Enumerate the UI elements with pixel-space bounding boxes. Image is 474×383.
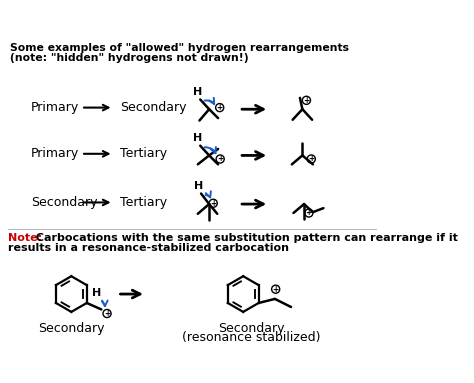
Text: H: H bbox=[92, 288, 101, 298]
Text: (note: "hidden" hydrogens not drawn!): (note: "hidden" hydrogens not drawn!) bbox=[10, 53, 248, 63]
Text: Secondary: Secondary bbox=[120, 101, 186, 114]
Text: Some examples of "allowed" hydrogen rearrangements: Some examples of "allowed" hydrogen rear… bbox=[10, 43, 349, 53]
Text: Secondary: Secondary bbox=[38, 322, 105, 336]
FancyArrowPatch shape bbox=[102, 301, 108, 306]
Text: +: + bbox=[217, 103, 223, 112]
Text: H: H bbox=[193, 87, 202, 97]
FancyArrowPatch shape bbox=[205, 98, 214, 104]
FancyArrowPatch shape bbox=[205, 147, 216, 153]
Text: (resonance stabilized): (resonance stabilized) bbox=[182, 331, 320, 344]
Text: H: H bbox=[194, 181, 203, 191]
Text: Primary: Primary bbox=[31, 101, 79, 114]
Text: +: + bbox=[104, 309, 110, 318]
Text: Carbocations with the same substitution pattern can rearrange if it: Carbocations with the same substitution … bbox=[32, 233, 457, 243]
Text: Tertiary: Tertiary bbox=[120, 147, 167, 160]
Text: Primary: Primary bbox=[31, 147, 79, 160]
Text: results in a resonance-stabilized carbocation: results in a resonance-stabilized carboc… bbox=[8, 243, 289, 253]
Text: +: + bbox=[303, 96, 310, 105]
Text: +: + bbox=[210, 199, 216, 208]
Text: +: + bbox=[273, 285, 279, 294]
Text: +: + bbox=[217, 154, 223, 164]
Text: Secondary: Secondary bbox=[31, 196, 97, 209]
Text: Secondary: Secondary bbox=[218, 322, 284, 336]
Text: Note:: Note: bbox=[8, 233, 42, 243]
Text: +: + bbox=[306, 208, 312, 218]
Text: H: H bbox=[193, 133, 202, 143]
Text: Tertiary: Tertiary bbox=[120, 196, 167, 209]
FancyArrowPatch shape bbox=[205, 191, 211, 197]
Text: +: + bbox=[308, 154, 314, 164]
